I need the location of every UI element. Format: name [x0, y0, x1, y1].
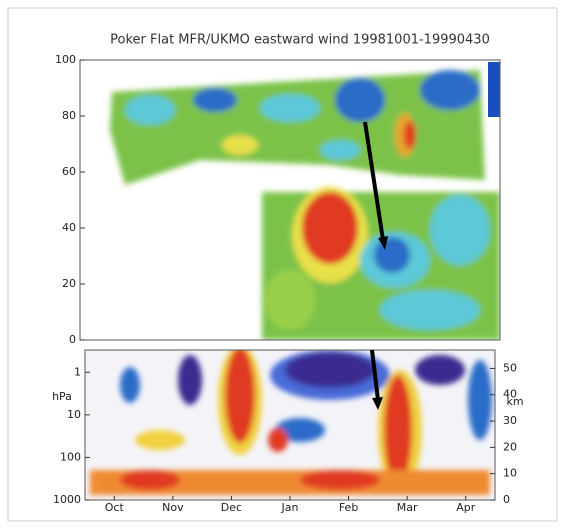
top-field — [110, 62, 500, 340]
arrow — [363, 121, 385, 241]
arrow-head — [372, 397, 383, 410]
y2-tick-label: 50 — [503, 361, 517, 374]
y-tick-label: 1000 — [53, 493, 81, 506]
x-tick-label: Nov — [162, 501, 184, 514]
y-tick-label: 40 — [62, 221, 76, 234]
chart-title: Poker Flat MFR/UKMO eastward wind 199810… — [110, 33, 490, 48]
y-tick-label: 60 — [62, 165, 76, 178]
y2-tick-label: 20 — [503, 440, 517, 453]
y2-tick-label: 40 — [503, 388, 517, 401]
y-tick-label: 100 — [60, 450, 81, 463]
arrow — [370, 349, 380, 401]
arrow-head — [378, 236, 388, 250]
x-tick-label: Dec — [221, 501, 242, 514]
y-tick-label: 100 — [55, 53, 76, 66]
y-tick-label: 20 — [62, 277, 76, 290]
y2-tick-label: 30 — [503, 414, 517, 427]
x-tick-label: Oct — [105, 501, 125, 514]
y-axis-label: hPa — [52, 390, 72, 403]
x-tick-label: Apr — [456, 501, 476, 514]
y-tick-label: 10 — [67, 408, 81, 421]
x-tick-label: Jan — [281, 501, 299, 514]
y-tick-label: 0 — [69, 333, 76, 346]
y-tick-label: 80 — [62, 109, 76, 122]
x-tick-label: Feb — [339, 501, 358, 514]
y2-tick-label: 0 — [503, 493, 510, 506]
top-axes — [79, 59, 501, 341]
y2-axis-label: km — [506, 395, 523, 408]
bottom-field — [85, 350, 495, 500]
y2-tick-label: 10 — [503, 467, 517, 480]
x-tick-label: Mar — [397, 501, 418, 514]
y-tick-label: 1 — [74, 365, 81, 378]
